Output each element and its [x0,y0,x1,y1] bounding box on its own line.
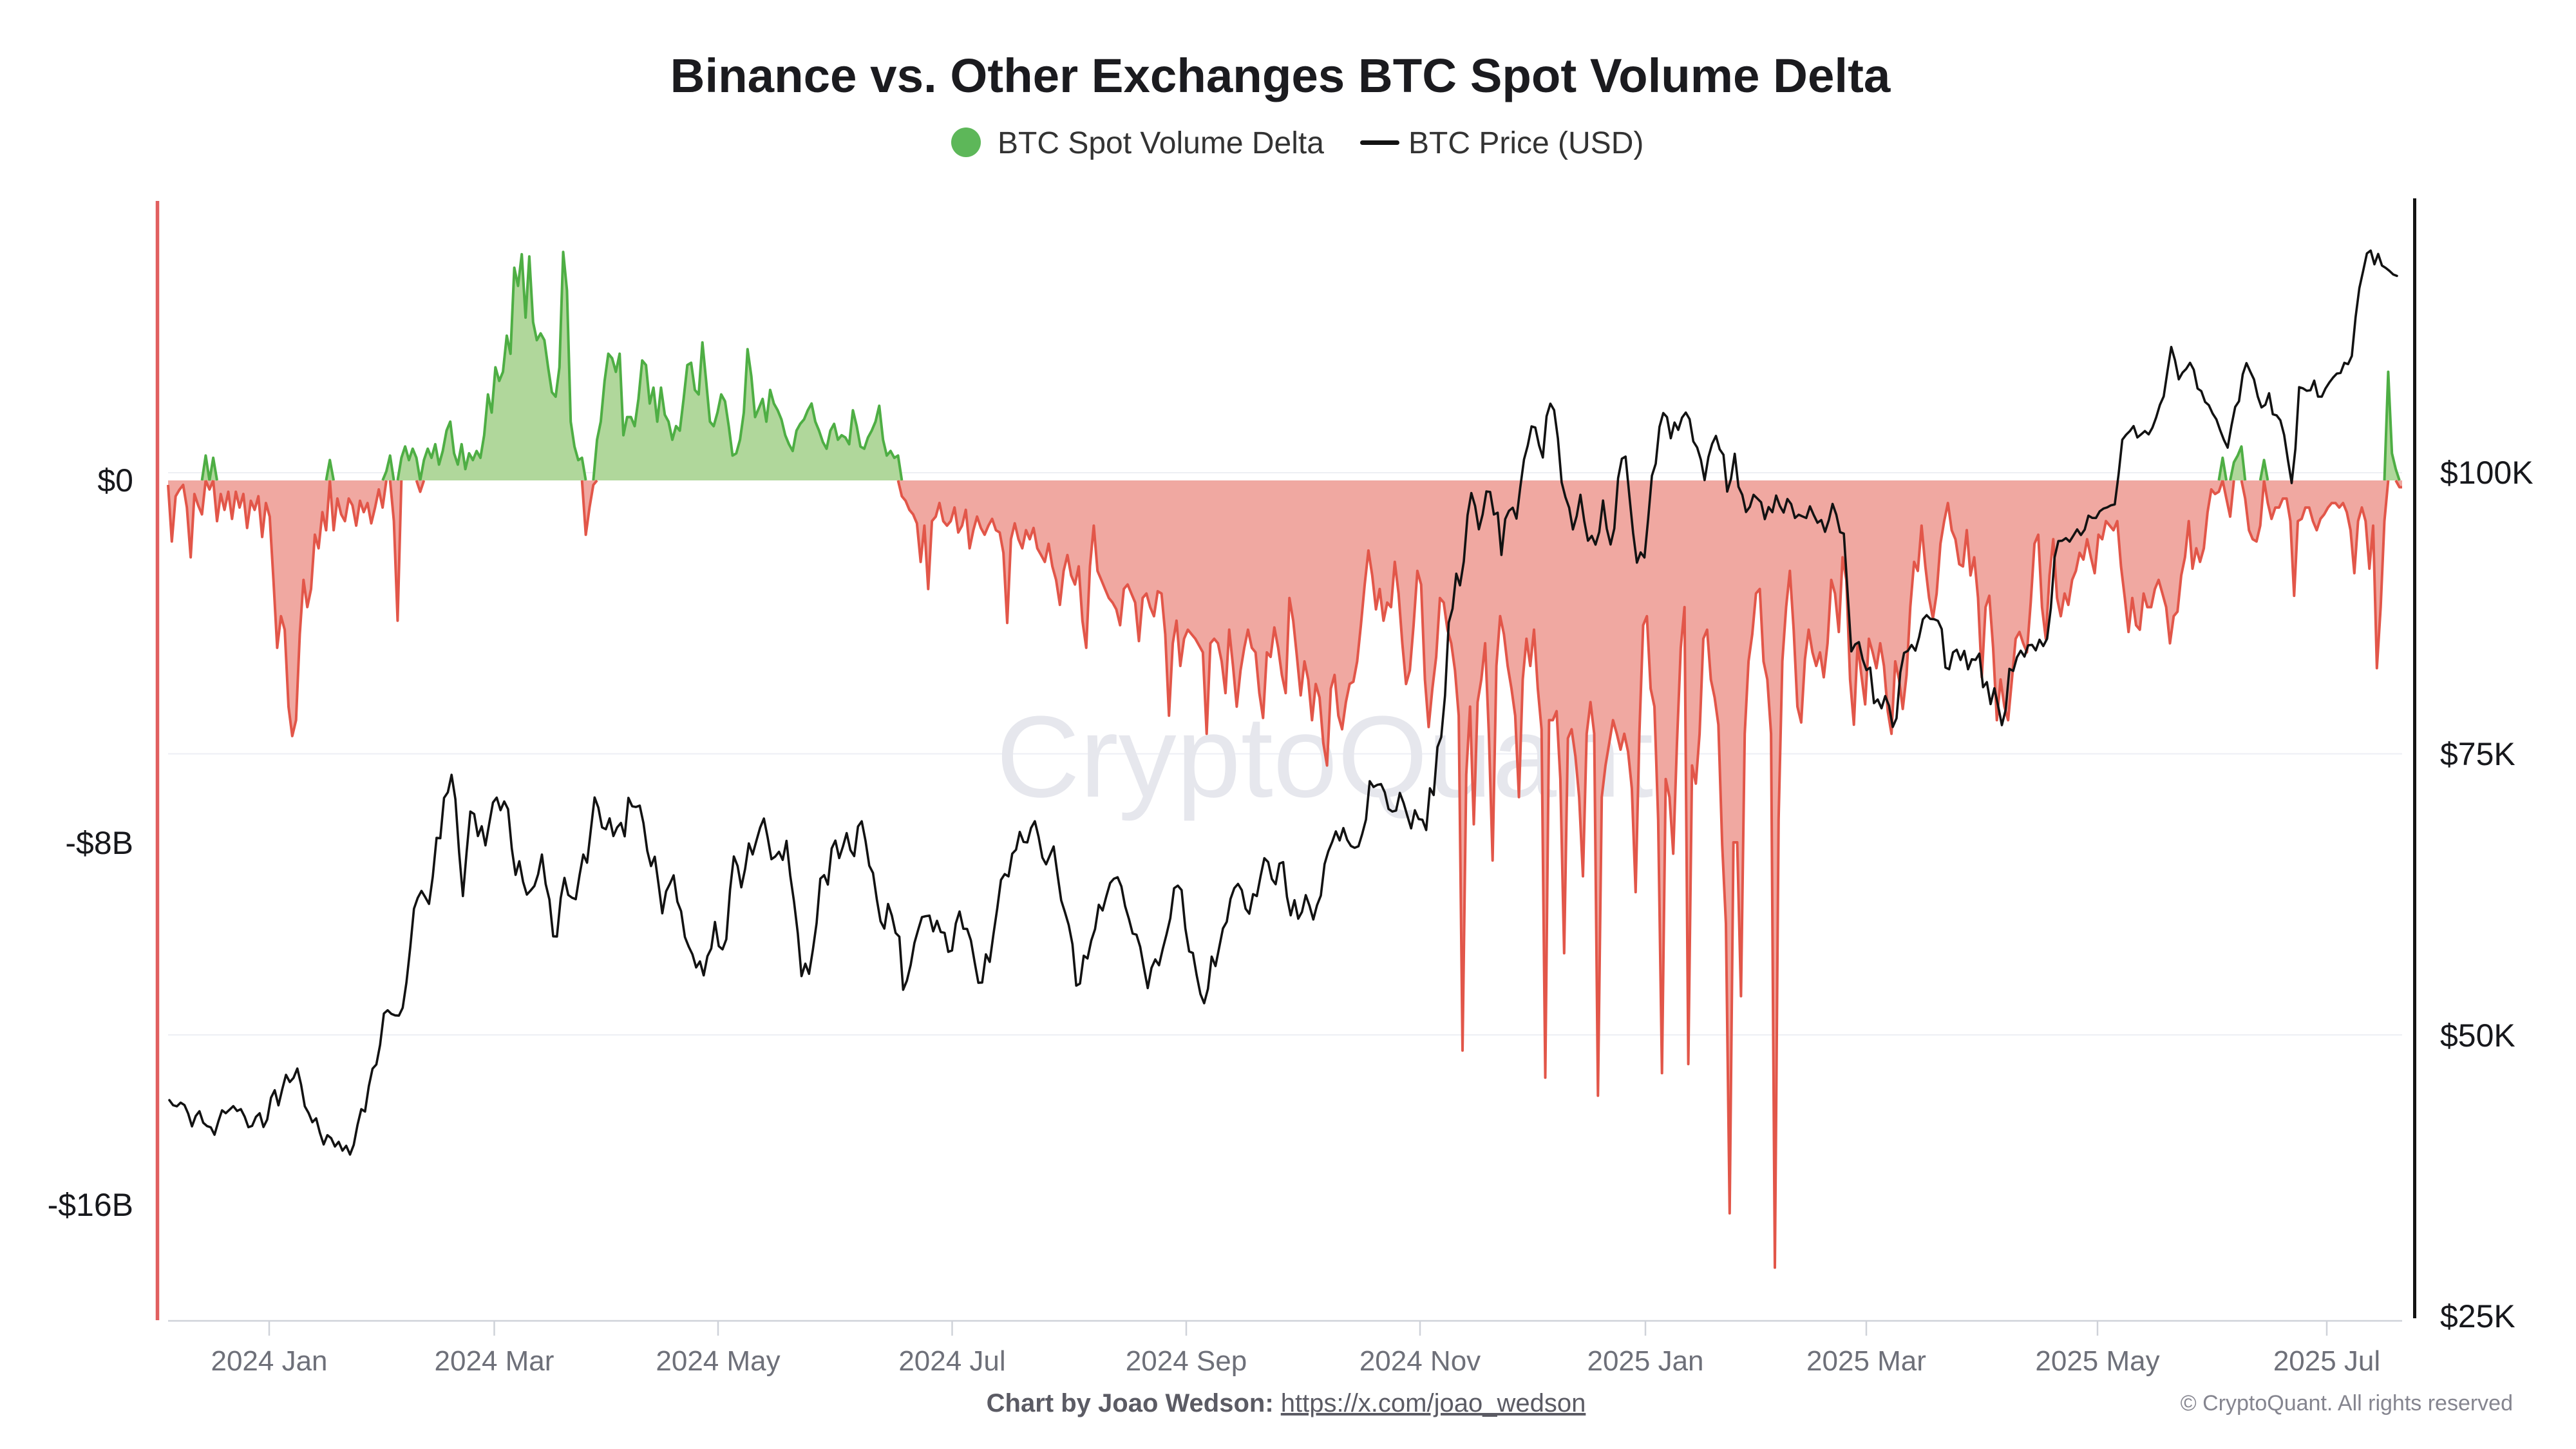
svg-text:2025 Jan: 2025 Jan [1587,1345,1703,1377]
svg-text:$50K: $50K [2440,1018,2515,1054]
svg-text:$75K: $75K [2440,736,2515,772]
svg-text:2024 Sep: 2024 Sep [1126,1345,1247,1377]
svg-text:2024 May: 2024 May [656,1345,780,1377]
svg-text:BTC Spot Volume Delta: BTC Spot Volume Delta [998,126,1324,160]
svg-text:2024 Nov: 2024 Nov [1359,1345,1481,1377]
svg-text:Chart by Joao Wedson: https://: Chart by Joao Wedson: https://x.com/joao… [987,1389,1586,1417]
svg-text:$25K: $25K [2440,1298,2515,1334]
svg-text:2024 Mar: 2024 Mar [435,1345,554,1377]
svg-text:BTC Price (USD): BTC Price (USD) [1408,126,1643,160]
svg-text:2024 Jan: 2024 Jan [211,1345,327,1377]
svg-text:Binance vs. Other Exchanges BT: Binance vs. Other Exchanges BTC Spot Vol… [670,49,1891,102]
svg-text:$100K: $100K [2440,455,2533,491]
svg-text:2024 Jul: 2024 Jul [898,1345,1005,1377]
svg-text:-$16B: -$16B [48,1187,133,1223]
svg-text:2025 Mar: 2025 Mar [1806,1345,1926,1377]
svg-text:$0: $0 [97,462,133,498]
svg-text:-$8B: -$8B [65,825,133,861]
svg-text:2025 Jul: 2025 Jul [2273,1345,2380,1377]
svg-text:© CryptoQuant. All rights rese: © CryptoQuant. All rights reserved [2181,1391,2513,1416]
svg-text:2025 May: 2025 May [2035,1345,2159,1377]
